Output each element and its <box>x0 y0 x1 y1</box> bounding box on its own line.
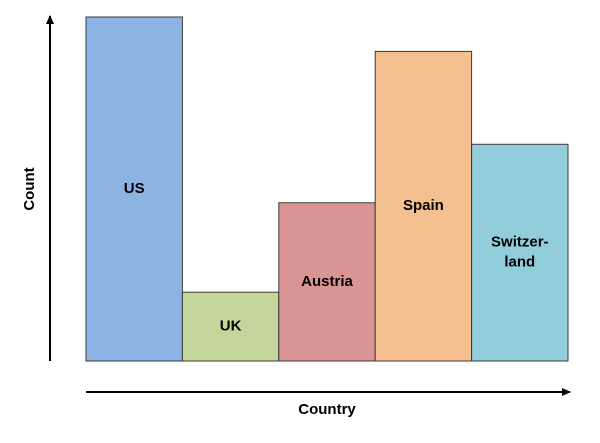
bar-label: Austria <box>301 273 353 290</box>
bar <box>374 50 473 362</box>
bar <box>471 143 569 362</box>
bar <box>181 291 280 362</box>
bar-label: Switzer-land <box>491 234 549 271</box>
x-axis-label: Country <box>298 401 356 418</box>
bar-label: US <box>124 180 145 197</box>
bar-label: UK <box>220 318 242 335</box>
bar <box>85 16 183 362</box>
y-axis-label: Count <box>21 167 38 210</box>
bar <box>278 202 376 362</box>
bar-label: Spain <box>403 197 444 214</box>
